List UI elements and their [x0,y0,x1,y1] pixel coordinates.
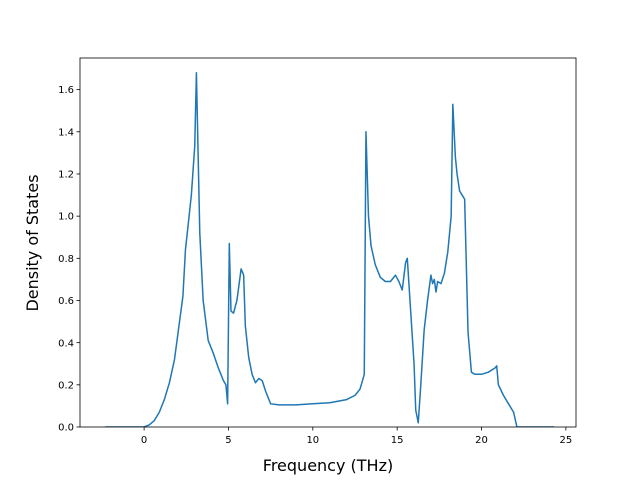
y-tick-label: 0.6 [58,296,74,307]
y-tick-label: 1.6 [58,85,74,96]
y-axis-label: Density of States [23,174,42,311]
y-tick-label: 1.0 [58,212,74,223]
x-tick-label: 15 [391,435,404,446]
x-tick-label: 25 [560,435,573,446]
x-tick-label: 20 [475,435,488,446]
plot-frame [79,57,577,428]
y-tick-label: 0.2 [58,380,74,391]
y-tick-label: 0.0 [58,423,74,434]
y-tick-label: 1.4 [58,127,74,138]
y-tick-label: 0.4 [58,338,74,349]
x-tick-label: 5 [225,435,231,446]
y-tick-label: 0.8 [58,254,74,265]
y-tick-label: 1.2 [58,170,74,181]
x-tick-label: 0 [141,435,147,446]
x-axis-label: Frequency (THz) [263,456,393,475]
x-tick-label: 10 [306,435,319,446]
dos-series-line [105,72,555,427]
